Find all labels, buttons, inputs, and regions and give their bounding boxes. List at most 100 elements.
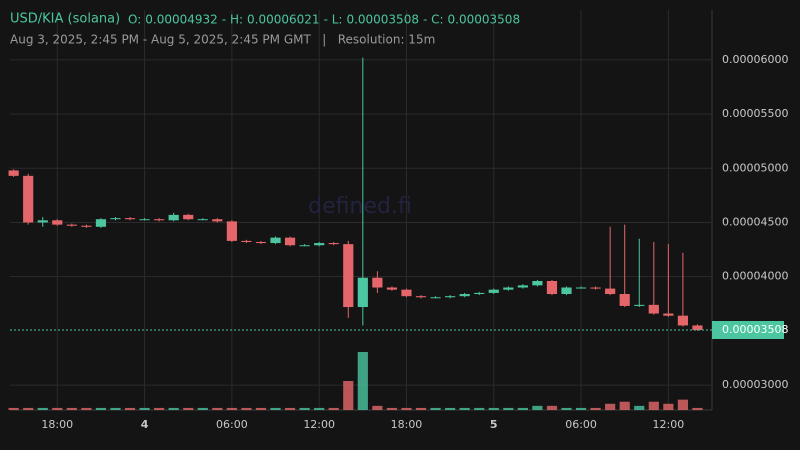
candle-body: [517, 285, 528, 288]
y-tick-label: 0.00005500: [722, 107, 788, 120]
candle-body: [605, 288, 616, 295]
ohlc-label: - L:: [324, 13, 343, 27]
volume-bar: [66, 407, 77, 410]
candle-body: [677, 315, 688, 326]
volume-bar: [183, 407, 194, 410]
candle-body: [619, 294, 630, 306]
volume-bar: [575, 407, 587, 410]
volume-bar: [270, 407, 281, 410]
candle-body: [66, 224, 77, 226]
x-tick-label: 12:00: [653, 418, 685, 431]
volume-bar: [430, 407, 441, 410]
chart-title: USD/KIA (solana): [10, 12, 120, 27]
volume-bar: [357, 352, 368, 410]
volume-bar: [328, 407, 339, 410]
candle-body: [648, 304, 659, 314]
volume-bar: [255, 407, 267, 410]
volume-bar: [37, 407, 48, 410]
volume-bar: [139, 407, 150, 410]
volume-bar: [197, 407, 208, 410]
volume-bar: [314, 407, 325, 410]
volume-bar: [503, 407, 514, 410]
volume-bar: [445, 407, 456, 410]
volume-bar: [517, 407, 528, 410]
candle-body: [561, 287, 572, 295]
y-tick-label: 0.00004000: [722, 270, 788, 283]
volume-bar: [415, 407, 427, 410]
candle-body: [168, 214, 179, 221]
candle-body: [212, 219, 223, 222]
y-tick-label: 0.00003000: [722, 378, 788, 391]
y-tick-label: 0.00005000: [722, 161, 788, 174]
candle-body: [255, 241, 267, 244]
candle-body: [343, 244, 354, 308]
candle-body: [314, 243, 325, 246]
candle-body: [415, 296, 427, 298]
candle-body: [575, 287, 587, 289]
volume-bar: [488, 407, 499, 410]
ohlc-header: O: 0.00004932- H: 0.00006021- L: 0.00003508…: [128, 13, 520, 27]
volume-bar: [459, 407, 470, 410]
candle-body: [546, 281, 558, 295]
candle-body: [692, 325, 703, 330]
candle-body: [23, 175, 34, 223]
volume-bar: [677, 399, 688, 410]
x-tick-label: 4: [141, 418, 149, 431]
candle-body: [532, 281, 543, 286]
candle-body: [95, 219, 107, 227]
volume-bar: [619, 401, 630, 410]
candle-body: [503, 287, 514, 290]
volume-bar: [372, 405, 383, 410]
watermark: defined.fi: [308, 194, 412, 219]
candle-body: [430, 297, 441, 299]
candle-body: [37, 220, 48, 223]
candle-body: [81, 225, 92, 227]
volume-bar: [241, 407, 252, 410]
volume-bar: [590, 407, 601, 410]
candle-body: [270, 237, 281, 244]
grid: 0.00003000 0.00004000 0.00004500 0.00005000…: [10, 10, 788, 431]
plot: [8, 57, 703, 410]
candle-body: [154, 219, 165, 221]
ohlc-value: 0.00006021: [247, 13, 320, 27]
ohlc-value: 0.00003508: [346, 13, 419, 27]
volume-bar: [343, 381, 354, 410]
candle-body: [590, 287, 601, 289]
volume-bar: [124, 407, 136, 410]
candle-body: [299, 245, 310, 247]
candle-body: [474, 292, 485, 295]
x-tick-label: 18:00: [41, 418, 73, 431]
candle-body: [445, 296, 456, 298]
last-price-label: 0.00003508: [722, 323, 788, 336]
last-price-box: [712, 321, 784, 339]
volume-bar: [401, 407, 412, 410]
volume-bar: [212, 407, 223, 410]
x-tick-label: 18:00: [391, 418, 423, 431]
candle-body: [124, 218, 136, 220]
volume-bar: [474, 407, 485, 410]
ohlc-label: O:: [128, 13, 141, 27]
ohlc-value: 0.00003508: [448, 13, 521, 27]
candle-body: [357, 277, 368, 308]
volume-bar: [648, 401, 659, 410]
volume-bar: [95, 407, 107, 410]
candle-body: [459, 294, 470, 297]
ohlc-label: - H:: [222, 13, 243, 27]
volume-bar: [168, 407, 179, 410]
subtitle: Aug 3, 2025, 2:45 PM - Aug 5, 2025, 2:45…: [10, 33, 435, 47]
volume-bar: [663, 403, 674, 410]
x-tick-label: 5: [490, 418, 498, 431]
candle-body: [52, 220, 63, 225]
candle-body: [110, 218, 121, 220]
volume-bar: [546, 405, 558, 410]
ohlc-label: - C:: [423, 13, 444, 27]
volume-bar: [561, 407, 572, 410]
volume-bar: [299, 407, 310, 410]
candle-body: [328, 243, 339, 245]
volume-bar: [532, 405, 543, 410]
candle-body: [183, 214, 194, 220]
volume-bar: [605, 403, 616, 410]
